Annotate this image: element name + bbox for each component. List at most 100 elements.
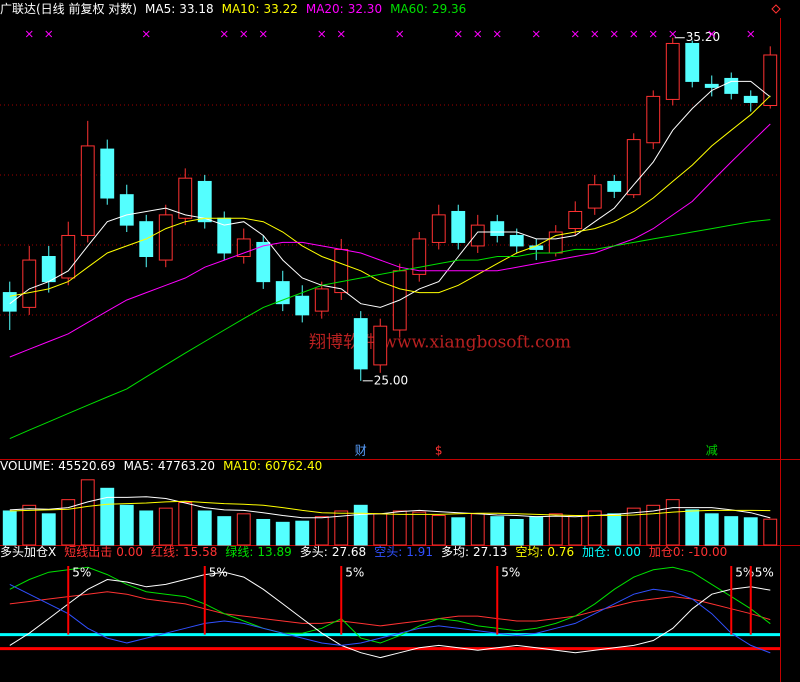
readout-name: 加仓: — [582, 545, 610, 559]
candle-body — [412, 238, 427, 275]
marker-stroke — [532, 30, 540, 38]
volume-bar — [2, 510, 17, 546]
legend-name: MA10: — [222, 2, 260, 16]
signal-marker — [474, 30, 482, 38]
candle-body — [80, 145, 95, 236]
volume-ma-line — [9, 500, 771, 516]
signal-marker — [396, 30, 404, 38]
readout-value: 0.00 — [116, 545, 143, 559]
legend-value: 32.30 — [348, 2, 382, 16]
volume-bar — [704, 513, 719, 546]
volume-bar — [80, 479, 95, 546]
volume-bar — [607, 513, 622, 546]
legend-value: 60762.40 — [265, 459, 322, 473]
volume-bar — [548, 513, 563, 546]
marker-stroke — [240, 30, 248, 38]
signal-marker — [591, 30, 599, 38]
signal-marker — [454, 30, 462, 38]
ma-line — [9, 95, 771, 297]
signal-marker — [610, 30, 618, 38]
event-label: $ — [435, 444, 443, 458]
marker-stroke — [669, 30, 677, 38]
candle-body — [373, 325, 388, 366]
indicator-line — [9, 566, 771, 644]
extreme-label: 25.00 — [374, 373, 408, 387]
readout-name: 绿线: — [225, 544, 253, 559]
readout-value: 27.13 — [473, 545, 507, 559]
readout-value: 15.58 — [183, 545, 217, 559]
marker-stroke — [747, 30, 755, 38]
signal-marker — [318, 30, 326, 38]
legend-name: MA10: — [223, 459, 261, 473]
panel-header: 广联达(日线 前复权 对数) MA5: 33.18 MA10: 33.22 MA20: 32… — [0, 1, 466, 16]
volume-bar — [334, 510, 349, 546]
marker-stroke — [610, 30, 618, 38]
readout-value: 0.76 — [547, 545, 574, 559]
candle-body — [275, 281, 290, 305]
volume-bar — [529, 516, 544, 546]
candle-body — [763, 54, 778, 106]
signal-marker — [571, 30, 579, 38]
candle-body — [509, 234, 524, 247]
volume-bar — [295, 520, 310, 546]
volume-bar — [236, 513, 251, 546]
candle-body — [685, 42, 700, 82]
marker-stroke — [25, 30, 33, 38]
candle-body — [256, 241, 271, 283]
readout-value: 0.00 — [614, 545, 641, 559]
indicator-line — [9, 583, 771, 654]
legend-value: 29.36 — [432, 2, 466, 16]
signal-label: 5% — [209, 566, 228, 580]
marker-stroke — [45, 30, 53, 38]
signal-marker — [337, 30, 345, 38]
ma-line — [9, 80, 771, 308]
signal-marker — [259, 30, 267, 38]
marker-stroke — [396, 30, 404, 38]
volume-bar — [353, 504, 368, 546]
readout-value: 1.91 — [406, 545, 433, 559]
readout-name: 空头: — [374, 545, 402, 559]
marker-stroke — [454, 30, 462, 38]
marker-stroke — [571, 30, 579, 38]
signal-marker — [708, 30, 716, 38]
candle-body — [646, 95, 661, 144]
readout-name: 多头: — [300, 545, 328, 559]
candle-body — [334, 248, 349, 294]
legend-value: 47763.20 — [158, 459, 215, 473]
candle-body — [470, 224, 485, 247]
marker-stroke — [220, 30, 228, 38]
signal-label: 5% — [345, 566, 364, 580]
indicator-title: 多头加仓X — [0, 545, 56, 559]
candle-body — [2, 292, 17, 312]
legend-value: 33.18 — [179, 2, 213, 16]
candle-body — [236, 238, 251, 258]
volume-bar — [412, 511, 427, 546]
signal-marker — [493, 30, 501, 38]
legend-value: 33.22 — [263, 2, 297, 16]
readout-name: 短线出击 — [64, 545, 112, 559]
candle-body — [704, 83, 719, 88]
signal-marker — [747, 30, 755, 38]
readout-value: -10.00 — [689, 545, 728, 559]
readout-value: 13.89 — [257, 545, 291, 559]
readout-name: 多均: — [441, 545, 469, 559]
candle-body — [353, 318, 368, 370]
candle-body — [61, 234, 76, 279]
candle-body — [665, 42, 680, 100]
volume-bar — [724, 516, 739, 546]
signal-label: 5% — [72, 566, 91, 580]
candle-body — [431, 214, 446, 243]
panel-header: 多头加仓X 短线出击 0.00 红线: 15.58 绿线: 13.89 多头: 27.68 空头:… — [0, 544, 727, 559]
volume-bar — [158, 507, 173, 546]
ma-line — [9, 219, 771, 440]
candle-body — [451, 210, 466, 243]
legend-name: MA60: — [390, 2, 428, 16]
marker-stroke — [630, 30, 638, 38]
volume-bar — [41, 513, 56, 546]
marker-stroke — [649, 30, 657, 38]
volume-name: VOLUME: — [0, 459, 54, 473]
readout-name: 红线: — [151, 544, 179, 559]
volume-bar — [22, 504, 37, 546]
volume-bar — [100, 487, 115, 546]
